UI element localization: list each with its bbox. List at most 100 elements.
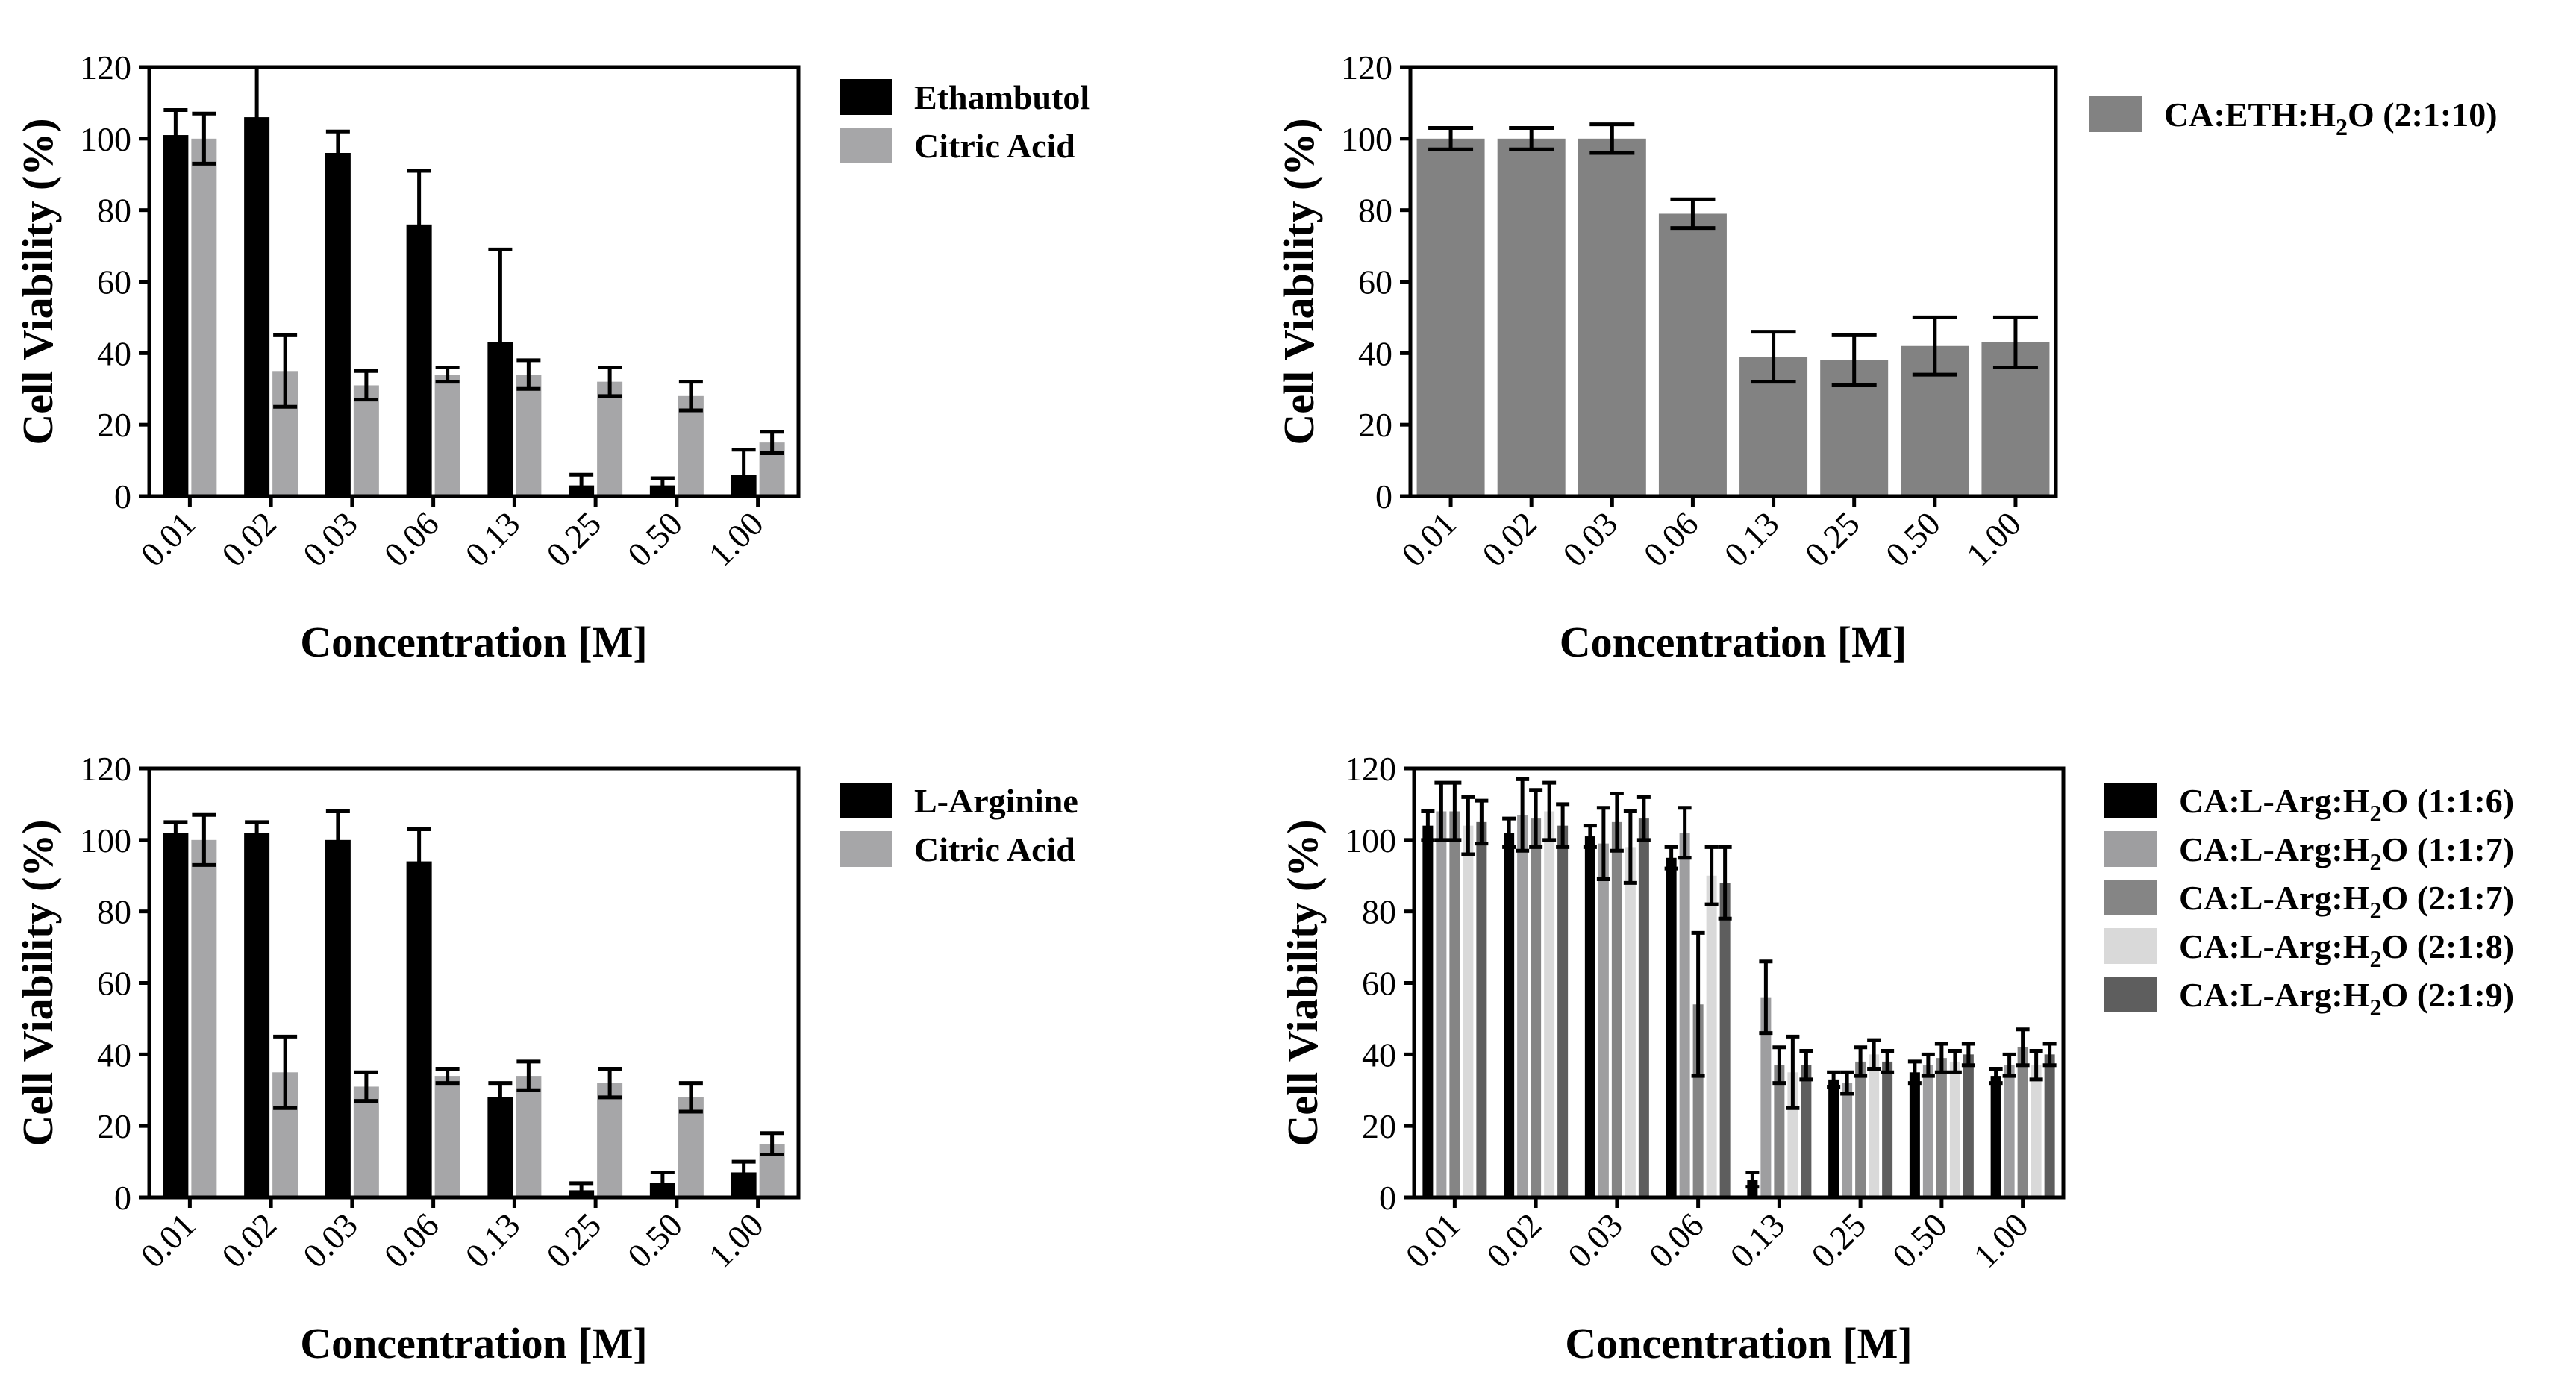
legend-label: L-Arginine [914,782,1078,820]
bar [1719,883,1731,1197]
bar [1504,833,1515,1197]
y-tick-label: 20 [1358,406,1392,444]
error-bar [1448,780,1462,842]
error-bar [598,1067,622,1100]
legend-label: CA:L-Arg:H2O (1:1:6) [2179,782,2514,827]
legend: CA:L-Arg:H2O (1:1:6)CA:L-Arg:H2O (1:1:7)… [2104,782,2514,1021]
x-tick-label: 0.50 [620,1206,690,1275]
bar [325,839,351,1197]
bar [1422,825,1434,1197]
x-tick-label: 0.50 [1885,1206,1954,1275]
error-bar [1529,788,1543,849]
y-axis-label: Cell Viability (%) [13,819,62,1146]
bar [1436,811,1447,1197]
bar [1963,1054,1974,1197]
bar [2017,1047,2028,1197]
x-axis-label: Concentration [M] [300,618,648,666]
bar [244,117,270,497]
error-bar [435,1067,460,1086]
y-tick-label: 60 [1362,965,1396,1003]
error-bar [1907,1059,1922,1086]
y-tick-label: 100 [1345,821,1396,859]
error-bar [1912,315,1957,377]
x-tick-label: 0.03 [1555,504,1625,574]
error-bar [1867,1038,1881,1071]
x-tick-label: 0.02 [1479,1206,1548,1275]
error-bar [1428,125,1474,151]
error-bar [2029,1049,2043,1082]
y-tick-label: 40 [97,1036,131,1074]
x-tick-label: 0.50 [1878,504,1948,574]
error-bar [650,476,675,495]
y-tick-label: 60 [97,965,131,1003]
bar [1578,138,1646,497]
legend: Ethambutol Citric Acid [840,78,1090,165]
legend-label: CA:L-Arg:H2O (2:1:9) [2179,976,2514,1021]
error-bar [1881,1049,1895,1074]
x-tick-label: 0.25 [1804,1206,1873,1275]
error-bar [516,1059,541,1092]
error-bar [163,108,188,163]
legend-label: CA:ETH:H2O (2:1:10) [2164,95,2498,140]
chart-panel-1: 0 20 40 60 80 100 120 0.01 0.02 0.03 0.06 0.13 0.25 0… [13,48,1090,666]
error-bar [1678,806,1692,860]
error-bar [488,247,513,438]
bar [163,833,189,1197]
error-bar [1854,1045,1868,1078]
error-bar [273,333,298,409]
error-bar [1610,792,1624,853]
error-bar [1718,845,1732,921]
legend-label: Ethambutol [914,78,1090,116]
error-bar [1786,1034,1800,1110]
series-1 [163,65,757,498]
series-2 [191,812,785,1197]
error-bar [1921,1052,1935,1078]
y-tick-label: 100 [80,821,131,859]
x-tick-label: 0.25 [539,1206,608,1275]
y-tick-label: 0 [1375,477,1392,516]
bar [353,1086,379,1197]
error-bar [1948,1049,1962,1074]
bar [1598,843,1609,1197]
error-bar [1461,795,1475,856]
error-bar [1989,1067,2003,1086]
series-3 [1448,780,2030,1197]
error-bar [488,1081,513,1114]
bar [191,839,217,1197]
error-bar [1745,1170,1760,1189]
bar [597,1083,623,1197]
x-tick-label: 1.00 [701,1206,771,1275]
error-bar [435,366,460,384]
error-bar [1664,845,1678,871]
error-bar [1691,930,1705,1078]
legend-swatch [2104,977,2157,1012]
y-tick-label: 100 [1341,120,1392,158]
error-bar [354,1070,378,1103]
x-tick-label: 0.02 [1475,504,1544,574]
bar [1692,1004,1704,1197]
y-tick-label: 120 [1345,750,1396,788]
x-tick-label: 1.00 [701,504,771,574]
bar [1949,1061,1960,1197]
x-axis-label: Concentration [M] [300,1319,648,1368]
error-bar [1583,824,1597,849]
error-bar [1961,1042,1975,1068]
series-2 [191,111,785,497]
bar [1544,811,1555,1197]
bar [1828,1079,1839,1197]
x-tick-label: 0.03 [296,504,365,574]
error-bar [407,169,431,281]
bar [1497,138,1566,497]
legend-label: Citric Acid [914,830,1075,868]
bar [2031,1065,2042,1197]
bar [191,138,217,497]
x-tick-label: 0.13 [1717,504,1786,574]
bar [434,375,460,496]
legend-swatch [2104,783,2157,818]
legend: L-Arginine Citric Acid [840,782,1078,868]
error-bar [731,1159,756,1186]
error-bar [407,827,431,896]
error-bar [1623,809,1637,885]
bar [325,153,351,496]
